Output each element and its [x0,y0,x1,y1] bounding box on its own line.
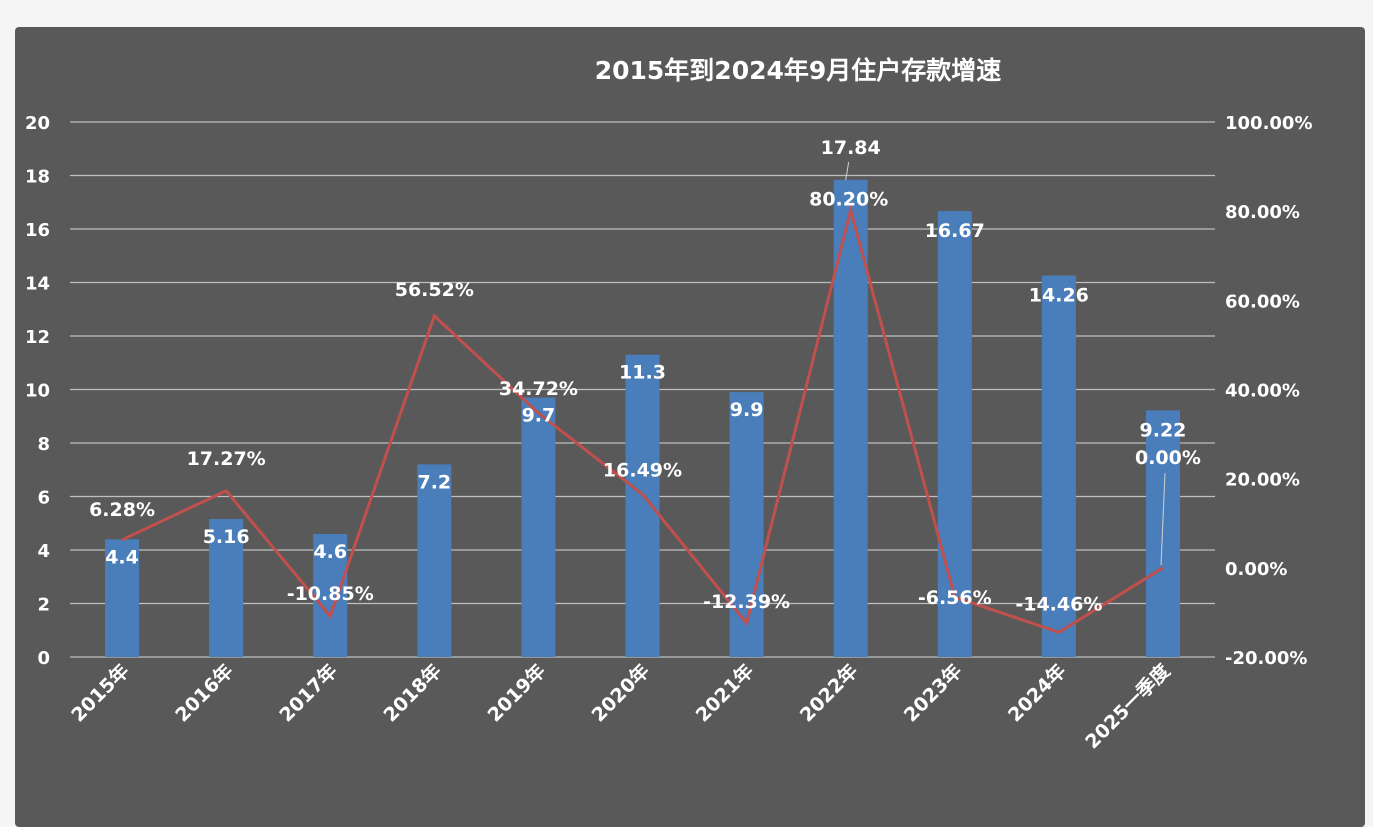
leader-line [1160,472,1166,566]
left-axis-tick: 20 [25,113,50,134]
bar [417,464,452,657]
line-data-label: -6.56% [918,587,992,609]
x-axis-tick: 2023年 [899,659,966,726]
bar-data-label: 9.7 [522,405,556,427]
line-data-label: 16.49% [603,459,682,481]
bar [1145,410,1180,657]
x-axis-tick: 2017年 [275,659,342,726]
growth-line [121,204,1164,634]
bar [729,392,764,657]
bar [521,397,556,657]
bar-data-label: 9.22 [1140,419,1187,441]
right-axis-tick: 60.00% [1225,291,1300,312]
x-axis-tick: 2022年 [795,659,862,726]
x-axis-tick: 2021年 [691,659,758,726]
x-axis-tick: 2019年 [483,659,550,726]
right-axis-tick: 20.00% [1225,470,1300,491]
line-data-label: 0.00% [1135,447,1201,469]
bar-data-label: 4.4 [105,546,139,568]
x-axis-tick: 2018年 [379,659,446,726]
right-axis-tick: -20.00% [1225,648,1307,669]
left-axis-tick: 16 [25,220,50,241]
right-axis-tick: 80.00% [1225,202,1300,223]
bar [1041,275,1076,657]
left-axis-tick: 0 [37,648,50,669]
bar [625,354,660,657]
x-axis-tick: 2016年 [171,659,238,726]
chart-title: 2015年到2024年9月住户存款增速 [595,56,1002,85]
bar-data-label: 11.3 [619,362,666,384]
chart-panel [15,27,1365,827]
x-axis-tick: 2025一季度 [1081,659,1176,754]
right-axis-tick: 100.00% [1225,113,1313,134]
x-axis-tick: 2020年 [587,659,654,726]
line-data-label: 17.27% [187,448,266,470]
bar-data-label: 14.26 [1029,285,1089,307]
bar [313,533,348,657]
chart-svg: 2015年到2024年9月住户存款增速 0 2 4 6 8 10 12 14 16 18 20 -20… [25,56,1313,754]
leader-line [845,161,850,181]
bar-data-label: 9.9 [730,399,764,421]
bar-data-label: 16.67 [925,220,985,242]
line-data-label: 80.20% [809,188,888,210]
left-axis-tick: 8 [37,434,50,455]
line-data-label: -14.46% [1015,593,1102,615]
left-axis-tick: 4 [37,541,50,562]
line-data-label: -10.85% [287,583,374,605]
line-data-label: 6.28% [89,499,155,521]
right-axis-tick: 0.00% [1225,559,1287,580]
line-data-label: 56.52% [395,279,474,301]
bar [105,539,140,657]
left-axis-tick: 14 [25,274,50,295]
line-data-label: 34.72% [499,378,578,400]
x-axis-tick: 2015年 [66,659,133,726]
bar [209,518,244,657]
bar-data-label: 4.6 [313,541,347,563]
left-axis-tick: 6 [37,488,50,509]
right-axis-tick: 40.00% [1225,381,1300,402]
bar-data-label: 17.84 [821,137,881,159]
left-axis-tick: 2 [37,595,50,616]
left-axis-tick: 10 [25,381,50,402]
left-axis-tick: 12 [25,327,50,348]
x-axis-tick: 2024年 [1003,659,1070,726]
line-data-label: -12.39% [703,591,790,613]
bar-data-label: 7.2 [417,471,451,493]
left-axis-tick: 18 [25,167,50,188]
bar [937,211,972,657]
bar-data-label: 5.16 [203,526,250,548]
